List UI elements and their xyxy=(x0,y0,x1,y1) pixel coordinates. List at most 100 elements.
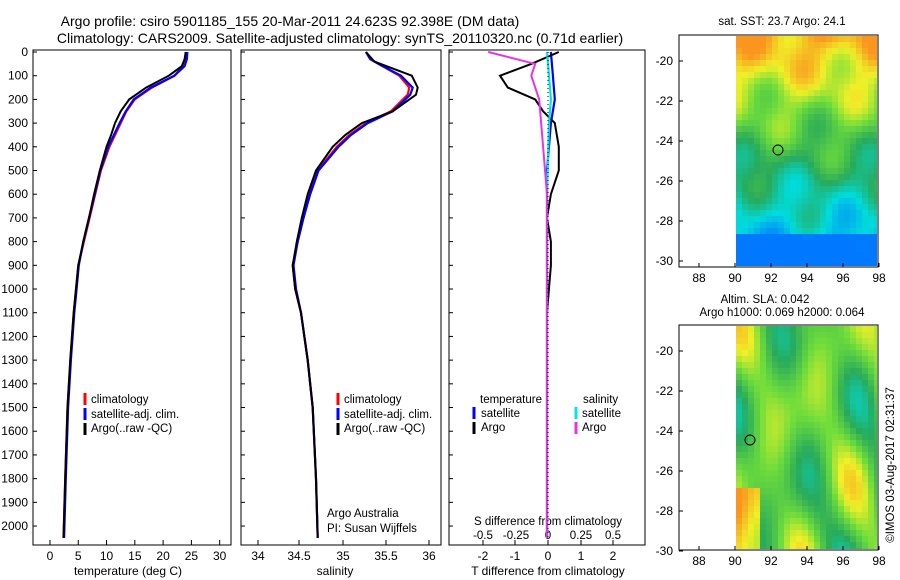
depth-tick-label: 700 xyxy=(8,211,28,225)
series-argo-raw-qc- xyxy=(62,51,187,538)
temperature-tick-label: 10 xyxy=(100,549,114,563)
depth-tick-label: 1000 xyxy=(1,282,28,296)
legend-head-salinity: salinity xyxy=(583,394,618,406)
lon-tick-label: 88 xyxy=(692,271,706,285)
temperature-panel-frame xyxy=(32,49,232,546)
legend-label: satellite xyxy=(582,408,621,420)
lon-tick-label: 98 xyxy=(872,271,886,285)
legend-label: Argo xyxy=(481,422,505,434)
t-diff-tick: -2 xyxy=(478,549,489,563)
depth-tick-label: 1200 xyxy=(1,329,28,343)
lon-tick-label: 92 xyxy=(764,554,778,568)
temperature-lines xyxy=(62,51,189,538)
t-diff-label: T difference from climatology xyxy=(471,564,625,578)
depth-tick-label: 1400 xyxy=(1,377,28,391)
lat-tick-label: -30 xyxy=(656,544,674,558)
s-diff-tick: 0.25 xyxy=(570,530,592,542)
temperature-tick-label: 25 xyxy=(185,549,199,563)
temperature-tick-label: 15 xyxy=(128,549,142,563)
salinity-tick: 35.5 xyxy=(374,549,398,563)
depth-tick-label: 0 xyxy=(21,45,28,59)
series-climatology xyxy=(62,52,187,538)
series-satellite-adj-clim- xyxy=(63,51,189,538)
salinity-tick: 34.5 xyxy=(287,549,311,563)
lon-tick-label: 94 xyxy=(800,554,814,568)
salinity-tick: 35 xyxy=(336,549,350,563)
series-temperature-argo xyxy=(498,51,560,538)
lat-tick-label: -20 xyxy=(656,344,674,358)
depth-tick-label: 100 xyxy=(8,69,28,83)
title-line-2: Climatology: CARS2009. Satellite-adjuste… xyxy=(57,30,623,46)
lon-tick-label: 90 xyxy=(728,271,742,285)
t-diff-tick: 1 xyxy=(578,549,585,563)
temperature-legend: climatology satellite-adj. clim. Argo(..… xyxy=(83,393,179,435)
title-line-1: Argo profile: csiro 5901185_155 20-Mar-2… xyxy=(61,13,520,29)
salinity-lines xyxy=(291,51,419,538)
t-diff-ticks: -2 -1 0 1 2 xyxy=(478,540,617,563)
difference-legend: temperature salinity satellite Argo sate… xyxy=(472,394,621,434)
s-diff-ticks: -0.5 -0.25 0 0.25 0.5 xyxy=(473,530,621,542)
lon-tick-label: 96 xyxy=(836,554,850,568)
depth-tick-label: 1700 xyxy=(1,448,28,462)
lon-tick-label: 88 xyxy=(692,554,706,568)
lon-tick-label: 98 xyxy=(872,554,886,568)
difference-panel-frame xyxy=(448,49,646,546)
series-salinity-argo xyxy=(487,51,548,538)
temperature-tick-label: 0 xyxy=(47,549,54,563)
sst-map-title: sat. SST: 23.7 Argo: 24.1 xyxy=(718,16,845,28)
depth-tick-label: 800 xyxy=(8,235,28,249)
legend-label: satellite xyxy=(481,408,520,420)
s-diff-label: S difference from climatology xyxy=(474,516,622,528)
lon-tick-label: 90 xyxy=(728,554,742,568)
lat-tick-label: -20 xyxy=(656,54,674,68)
depth-tick-label: 900 xyxy=(8,258,28,272)
sla-map-axes: 88 90 92 94 96 98 -20 -22 -24 -26 -28 -30 xyxy=(656,344,886,568)
sla-argo-location-marker xyxy=(744,434,756,446)
legend-label: Argo(..raw -QC) xyxy=(91,423,172,435)
lat-tick-label: -24 xyxy=(656,134,674,148)
imos-timestamp: ©IMOS 03-Aug-2017 02:31:37 xyxy=(885,387,897,543)
lat-tick-label: -26 xyxy=(656,464,674,478)
depth-tick-label: 1900 xyxy=(1,495,28,509)
temperature-x-label: temperature (deg C) xyxy=(74,564,182,578)
lon-tick-label: 94 xyxy=(800,271,814,285)
t-diff-tick: -1 xyxy=(510,549,521,563)
salinity-x-axis: 34 34.5 35 35.5 36 xyxy=(251,540,436,563)
legend-label: satellite-adj. clim. xyxy=(91,409,179,421)
sla-map-title-1: Altim. SLA: 0.042 xyxy=(721,294,810,306)
lat-tick-label: -28 xyxy=(656,214,674,228)
sst-map-field xyxy=(736,36,877,266)
lat-tick-label: -24 xyxy=(656,424,674,438)
legend-head-temperature: temperature xyxy=(480,394,542,406)
depth-tick-label: 1600 xyxy=(1,424,28,438)
s-diff-tick: -0.25 xyxy=(503,530,529,542)
lon-tick-label: 92 xyxy=(764,271,778,285)
temperature-tick-label: 5 xyxy=(75,549,82,563)
sla-map-title-2: Argo h1000: 0.069 h2000: 0.064 xyxy=(700,307,866,319)
t-diff-tick: 0 xyxy=(545,549,552,563)
depth-tick-label: 400 xyxy=(8,140,28,154)
depth-tick-label: 600 xyxy=(8,187,28,201)
series-climatology xyxy=(291,51,411,538)
lon-tick-label: 96 xyxy=(836,271,850,285)
depth-tick-label: 1100 xyxy=(2,306,28,320)
temperature-tick-label: 30 xyxy=(213,549,227,563)
sst-map-axes: 88 90 92 94 96 98 -20 -22 -24 -26 -28 -30 xyxy=(656,54,886,285)
legend-label: satellite-adj. clim. xyxy=(344,409,432,421)
legend-label: climatology xyxy=(344,394,402,406)
lat-tick-label: -22 xyxy=(656,94,674,108)
depth-tick-label: 1500 xyxy=(1,401,28,415)
depth-tick-label: 300 xyxy=(8,116,28,130)
depth-tick-label: 1300 xyxy=(1,353,28,367)
pi-note: PI: Susan Wijffels xyxy=(327,523,417,535)
lat-tick-label: -26 xyxy=(656,174,674,188)
institution-note: Argo Australia xyxy=(327,508,399,520)
s-diff-tick: 0.5 xyxy=(605,530,621,542)
lat-tick-label: -30 xyxy=(656,254,674,268)
lat-tick-label: -22 xyxy=(656,384,674,398)
depth-axis: 0 100 200 300 400 500 600 700 800 900 1000 1100 1200… xyxy=(1,45,453,533)
depth-tick-label: 1800 xyxy=(1,472,28,486)
depth-tick-label: 200 xyxy=(8,92,28,106)
legend-label: Argo xyxy=(582,422,606,434)
